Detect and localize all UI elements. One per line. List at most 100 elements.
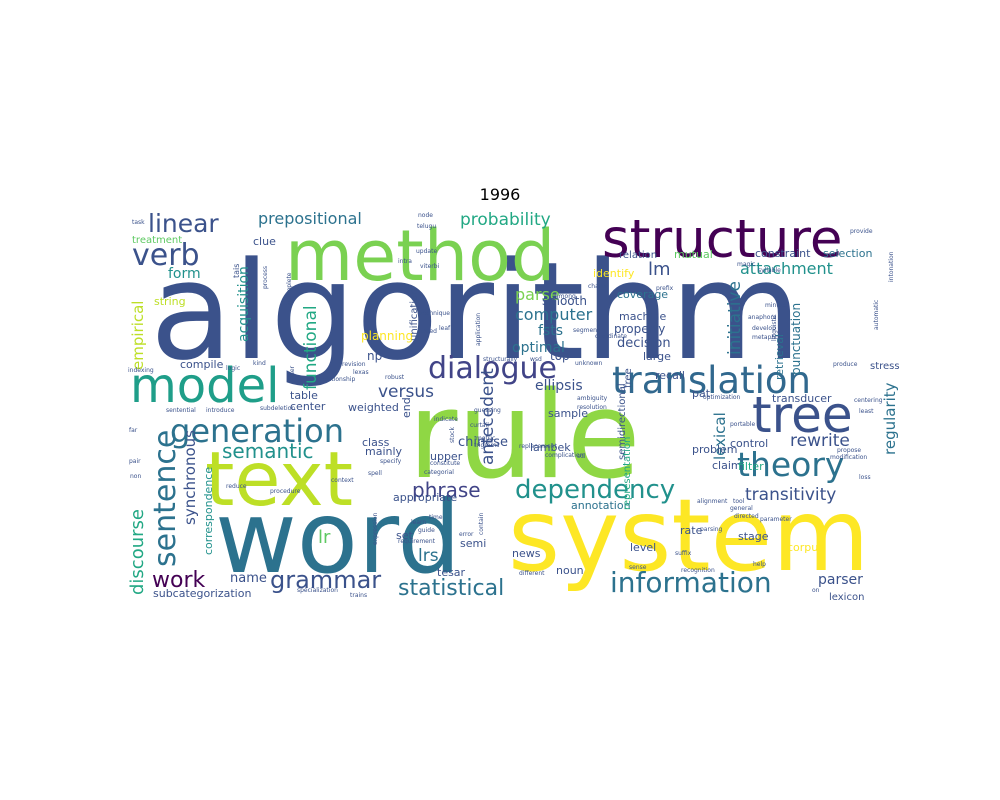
- word-propose: propose: [837, 447, 861, 454]
- word-specialization: specialization: [297, 587, 338, 594]
- word-representation: representation: [622, 437, 633, 510]
- word-reduce: reduce: [226, 483, 247, 490]
- word-charts: charts: [588, 283, 607, 290]
- word-news: news: [512, 547, 541, 560]
- word-pat: pat: [692, 387, 711, 400]
- word-robust: robust: [385, 374, 405, 381]
- word-sdl: sdl: [577, 453, 586, 460]
- word-regularity: regularity: [881, 382, 899, 455]
- word-sentential: sentential: [166, 407, 196, 414]
- word-complication: complication: [545, 452, 584, 459]
- word-work: work: [152, 568, 205, 593]
- word-rate: rate: [680, 524, 703, 537]
- word-resolution: resolution: [577, 404, 607, 411]
- word-claim: claim: [712, 459, 742, 472]
- word-node: node: [418, 212, 433, 219]
- word-antecedent: antecedent: [478, 368, 498, 465]
- word-relationship: relationship: [320, 376, 355, 383]
- word-minute: minute: [765, 302, 786, 309]
- word-parsing: parsing: [700, 526, 723, 533]
- word-lr: lr: [318, 527, 331, 548]
- word-top: top: [550, 349, 570, 363]
- word-technique: technique: [420, 310, 450, 317]
- word-lexicon: lexicon: [829, 592, 864, 603]
- word-table: table: [290, 389, 318, 402]
- word-name: name: [230, 571, 267, 586]
- word-help: help: [753, 561, 766, 568]
- word-curtail: curtail: [470, 422, 489, 429]
- word-constraint: constraint: [755, 247, 811, 260]
- word-stress: stress: [870, 361, 900, 372]
- word-rewrite: rewrite: [790, 431, 850, 451]
- word-property: property: [614, 322, 665, 336]
- word-decision: decision: [617, 336, 671, 351]
- word-different: different: [519, 570, 545, 577]
- word-acquisition: acquisition: [236, 266, 252, 342]
- word-lexas: lexas: [353, 369, 369, 376]
- word-attachment: attachment: [740, 259, 833, 278]
- word-form: form: [168, 266, 201, 282]
- word-magic: magic: [737, 261, 755, 268]
- word-semidirectional: semidirectional: [617, 383, 628, 460]
- word-optimal: optimal: [512, 340, 565, 356]
- word-sentence: sentence: [148, 430, 183, 567]
- word-model: model: [130, 358, 279, 414]
- word-incomplete: incomplete: [286, 272, 293, 306]
- word-dialogue: dialogue: [428, 351, 557, 386]
- word-parser: parser: [818, 572, 863, 588]
- word-selection: selection: [823, 247, 872, 260]
- word-probability: probability: [460, 210, 551, 230]
- word-constitute: constitute: [430, 460, 460, 467]
- word-relation: relation: [619, 250, 657, 261]
- word-algorithm: algorithm: [150, 233, 802, 390]
- word-application: application: [475, 313, 482, 346]
- word-functional: functional: [301, 305, 321, 390]
- word-machine: machine: [619, 310, 667, 323]
- word-least: least: [859, 408, 874, 415]
- word-directed: directed: [734, 513, 759, 520]
- word-anaphora: anaphora: [748, 314, 777, 321]
- word-verb: verb: [132, 238, 200, 273]
- word-ambiguity: ambiguity: [577, 395, 608, 402]
- word-learn: learn: [411, 519, 426, 526]
- word-intonation: intonation: [888, 251, 895, 282]
- word-user: user: [289, 365, 296, 379]
- word-filter: filter: [738, 460, 764, 473]
- word-rule: rule: [408, 367, 641, 506]
- word-spell: spell: [368, 470, 382, 477]
- word-metaphor: metaphor: [752, 334, 782, 341]
- word-introduce: introduce: [206, 407, 235, 414]
- word-metric: metric: [476, 435, 495, 442]
- word-tool: tool: [733, 498, 745, 505]
- word-word: word: [215, 479, 461, 596]
- word-subcategorization: subcategorization: [153, 587, 251, 600]
- word-identify: identify: [593, 267, 635, 280]
- word-structurally: structurally: [483, 356, 518, 363]
- word-treatment: treatment: [132, 235, 182, 246]
- word-lm: lm: [648, 259, 671, 280]
- word-parameter: parameter: [760, 516, 792, 523]
- word-process: process: [262, 266, 269, 289]
- word-string: string: [154, 295, 186, 308]
- word-wsd: wsd: [530, 356, 542, 363]
- word-generation: generation: [170, 412, 344, 450]
- word-linear: linear: [148, 209, 219, 238]
- word-suffix: suffix: [675, 550, 692, 557]
- word-statistical: statistical: [398, 576, 504, 601]
- word-structure: structure: [602, 209, 843, 270]
- word-among: among: [555, 293, 576, 300]
- word-task: task: [132, 219, 145, 226]
- word-free: free: [623, 368, 634, 388]
- word-synchronous: synchronous: [181, 430, 199, 525]
- word-class: class: [362, 436, 390, 449]
- word-tree: tree: [752, 386, 853, 444]
- word-translation: translation: [612, 359, 811, 402]
- word-planning: planning: [361, 329, 413, 343]
- word-computer: computer: [515, 305, 593, 324]
- word-punctuation: punctuation: [789, 303, 803, 375]
- word-procedure: procedure: [270, 488, 301, 495]
- word-initiative: initiative: [725, 281, 745, 355]
- word-logic: logic: [226, 365, 240, 372]
- word-lrs: lrs: [418, 546, 439, 566]
